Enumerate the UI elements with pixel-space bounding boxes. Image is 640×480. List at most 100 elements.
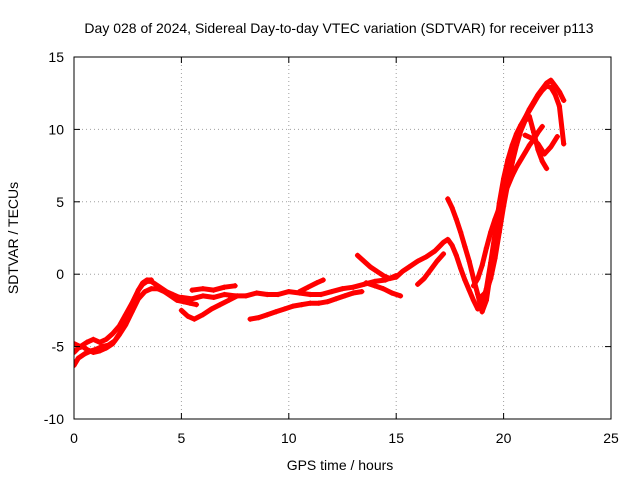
y-tick-label: 15 (48, 49, 64, 65)
data-point (556, 103, 563, 109)
data-point (470, 283, 477, 289)
data-point (116, 323, 122, 329)
x-tick-label: 20 (496, 430, 512, 446)
data-point (513, 142, 520, 148)
data-point (90, 349, 96, 355)
x-axis-label: GPS time / hours (287, 457, 394, 473)
data-point (264, 312, 270, 318)
data-point (434, 258, 440, 264)
data-point (539, 123, 545, 130)
data-point (211, 287, 217, 293)
data-point (406, 264, 412, 270)
data-point (522, 118, 528, 124)
data-point (185, 313, 191, 319)
data-point (531, 100, 537, 106)
data-point (148, 277, 154, 283)
data-point (275, 291, 281, 298)
data-point (552, 83, 558, 89)
data-point (208, 306, 215, 312)
data-point (361, 258, 367, 264)
data-point (548, 84, 554, 91)
series-trace (297, 277, 326, 295)
data-point (264, 291, 270, 298)
data-point (187, 300, 193, 306)
data-point (526, 142, 532, 148)
data-point (290, 303, 296, 309)
data-point (445, 236, 451, 243)
x-tick-label: 15 (388, 430, 404, 446)
data-point (318, 291, 324, 298)
y-tick-label: 0 (56, 266, 64, 282)
y-tick-label: 10 (48, 121, 64, 137)
data-point (479, 309, 485, 315)
grid (74, 57, 611, 419)
data-point (350, 290, 356, 296)
data-point (445, 196, 451, 202)
series-3 (74, 277, 154, 350)
chart-title: Day 028 of 2024, Sidereal Day-to-day VTE… (84, 20, 593, 36)
series-2 (74, 286, 200, 355)
data-point (153, 281, 159, 287)
data-point (372, 283, 378, 289)
data-point (380, 273, 386, 279)
data-point (449, 204, 455, 211)
data-point (122, 322, 129, 328)
data-point (342, 293, 348, 299)
data-point (142, 288, 148, 295)
data-point (554, 134, 560, 140)
data-point (140, 280, 146, 286)
series-15 (415, 251, 447, 287)
data-point (320, 277, 326, 283)
data-point (421, 275, 427, 282)
series-trace (471, 124, 545, 289)
series-14 (522, 132, 560, 157)
data-point (314, 280, 320, 286)
series-trace (445, 83, 567, 315)
data-point (200, 312, 206, 318)
data-point (84, 346, 90, 353)
data-point (363, 280, 369, 286)
data-point (97, 348, 103, 354)
y-tick-label: -5 (52, 339, 65, 355)
data-point (122, 312, 129, 318)
data-point (449, 242, 455, 248)
data-point (453, 252, 459, 258)
data-point (329, 288, 335, 295)
data-point (367, 264, 374, 270)
data-point (296, 288, 303, 295)
data-point (513, 164, 520, 170)
x-tick-label: 5 (178, 430, 186, 446)
data-point (539, 158, 545, 164)
data-point (178, 307, 184, 313)
data-point (556, 89, 563, 95)
axis-ticks (73, 56, 612, 420)
data-point (200, 286, 206, 292)
data-point (488, 275, 494, 282)
data-point (103, 345, 109, 351)
data-point (74, 349, 77, 355)
data-point (161, 288, 167, 295)
data-point (522, 149, 528, 156)
data-point (256, 315, 262, 321)
series-9 (354, 77, 567, 312)
data-point (505, 180, 511, 186)
data-point (509, 160, 515, 166)
data-point (387, 275, 393, 282)
data-point (496, 229, 502, 235)
series-trace (355, 77, 567, 312)
data-point (103, 336, 109, 342)
series-5 (178, 293, 240, 322)
data-point (483, 297, 490, 303)
data-point (217, 302, 223, 308)
data-point (350, 284, 356, 290)
data-point (193, 302, 200, 308)
data-point (97, 339, 103, 345)
data-point (492, 255, 498, 261)
data-point (453, 216, 459, 222)
data-point (247, 316, 253, 322)
data-point (110, 330, 116, 337)
data-point (518, 128, 524, 134)
data-point (522, 132, 528, 138)
data-layer (74, 77, 567, 369)
